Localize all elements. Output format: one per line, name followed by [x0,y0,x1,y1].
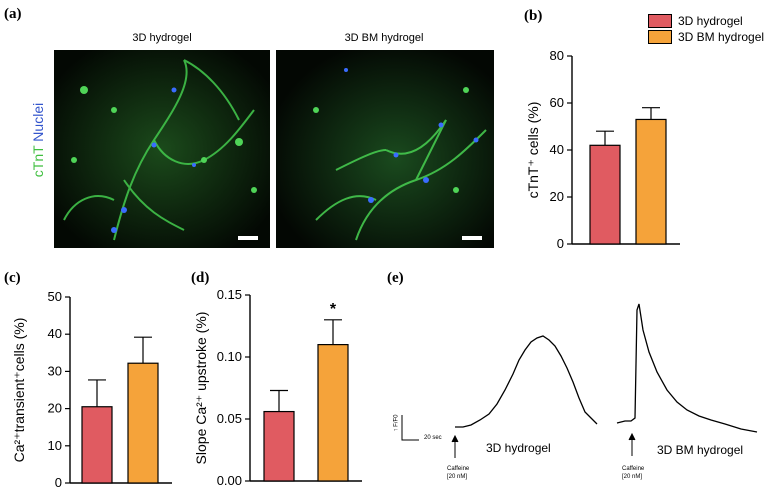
panel-label-e: (e) [387,270,404,286]
y-tick-label: 0.10 [217,349,242,364]
stim-arrow-left [451,434,459,458]
panel-label-d: (d) [191,270,210,286]
trace-label-3d-hydrogel: 3D hydrogel [486,441,551,455]
stim-label-left-line1: Caffeine [447,466,470,472]
stim-label-right-line2: [20 nM] [622,474,643,480]
y-tick-label: 10 [48,438,62,453]
panel-label-a: (a) [4,6,22,22]
y-tick-label: 0 [557,236,564,251]
stim-label-right-line1: Caffeine [622,466,645,472]
stain-nuclei-label: Nuclei [30,102,46,142]
y-tick-label: 20 [550,189,564,204]
y-axis-label: Slope Ca²⁺ upstroke (%) [193,312,209,465]
y-tick-label: 50 [48,289,62,304]
trace-label-3d-bm-hydrogel: 3D BM hydrogel [657,443,744,457]
bar-3d-hydrogel [263,410,295,482]
panel-label-b: (b) [524,8,543,24]
legend-swatch-3d-hydrogel [648,14,672,28]
y-tick-label: 40 [48,326,62,341]
y-axis-label: Ca²⁺transient⁺cells (%) [11,318,27,463]
chart-d: 0.00 0.05 0.10 0.15 * Slope Ca²⁺ upstroke (%) [193,287,362,488]
y-axis-label: cTnT⁺ cells (%) [525,102,541,199]
micrograph-left-svg [54,50,270,248]
y-tick-label: 40 [550,142,564,157]
scale-bar-right [462,236,482,240]
y-tick-label: 0.00 [217,473,242,488]
stain-ctnt-label: cTnT [30,145,46,178]
stim-label-left-line2: [20 nM] [447,474,468,480]
micrograph-right-svg [276,50,494,248]
trace-scale-y: ↑ F/F0 [393,414,400,432]
micrograph-3d-bm-hydrogel [276,50,494,248]
scale-bar-left [238,236,258,240]
bar-3d-hydrogel [81,406,113,484]
stim-arrow-right [628,432,636,456]
chart-b: 0 20 40 60 80 cTnT⁺ cells (%) [525,48,680,251]
stain-label: cTnT Nuclei [30,90,46,190]
legend-swatch-3d-bm-hydrogel [648,30,672,44]
y-tick-label: 60 [550,95,564,110]
trace-3d-hydrogel [455,335,598,428]
trace-scale-x: 20 sec [424,435,442,441]
legend-item-3d-bm-hydrogel: 3D BM hydrogel [648,30,764,44]
bar-3d-bm-hydrogel [127,362,159,484]
image-title-right: 3D BM hydrogel [344,32,424,44]
trace-3d-bm-hydrogel [616,303,758,433]
image-title-left: 3D hydrogel [132,32,192,44]
micrograph-3d-hydrogel [54,50,270,248]
legend-label-3d-hydrogel: 3D hydrogel [678,14,743,28]
bar-3d-bm-hydrogel [317,343,349,482]
chart-c: 0 10 20 30 40 50 Ca²⁺transient⁺cells (%) [11,289,172,490]
panel-label-c: (c) [4,270,21,286]
y-tick-label: 30 [48,363,62,378]
calcium-traces [401,303,758,458]
bar-3d-hydrogel [589,144,621,245]
legend-item-3d-hydrogel: 3D hydrogel [648,14,743,28]
scale-bar-traces [401,415,419,441]
bar-3d-bm-hydrogel [635,118,667,245]
y-tick-label: 20 [48,401,62,416]
y-tick-label: 0.05 [217,411,242,426]
y-tick-label: 80 [550,48,564,63]
significance-asterisk: * [330,301,337,318]
y-tick-label: 0.15 [217,287,242,302]
y-tick-label: 0 [55,475,62,490]
legend-label-3d-bm-hydrogel: 3D BM hydrogel [678,30,765,44]
